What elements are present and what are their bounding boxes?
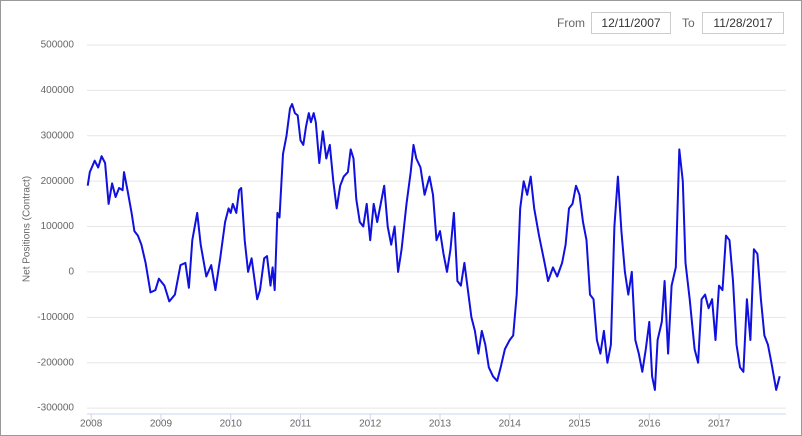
from-input[interactable]: 12/11/2007 xyxy=(591,12,671,34)
x-tick-label: 2015 xyxy=(568,419,591,430)
data-line xyxy=(86,103,781,391)
to-label: To xyxy=(682,16,695,30)
y-tick-label: 100000 xyxy=(41,221,75,232)
y-tick-label: 200000 xyxy=(41,176,75,187)
y-tick-label: -100000 xyxy=(37,312,74,323)
x-tick-label: 2013 xyxy=(429,419,452,430)
x-tick-label: 2016 xyxy=(638,419,661,430)
x-tick-label: 2017 xyxy=(708,419,731,430)
y-tick-label: 300000 xyxy=(41,130,75,141)
y-tick-label: 0 xyxy=(68,267,74,278)
y-axis-label: Net Positions (Contract) xyxy=(22,176,33,282)
from-label: From xyxy=(557,16,585,30)
y-tick-label: -300000 xyxy=(37,403,74,414)
x-tick-label: 2010 xyxy=(220,419,243,430)
x-tick-label: 2008 xyxy=(80,419,103,430)
y-tick-label: -200000 xyxy=(37,357,74,368)
x-tick-label: 2011 xyxy=(290,419,312,430)
y-tick-label: 500000 xyxy=(41,40,75,51)
x-tick-label: 2009 xyxy=(150,419,173,430)
to-input[interactable]: 11/28/2017 xyxy=(702,12,784,34)
y-tick-label: 400000 xyxy=(41,85,75,96)
x-tick-label: 2014 xyxy=(499,419,522,430)
x-tick-label: 2012 xyxy=(359,419,382,430)
